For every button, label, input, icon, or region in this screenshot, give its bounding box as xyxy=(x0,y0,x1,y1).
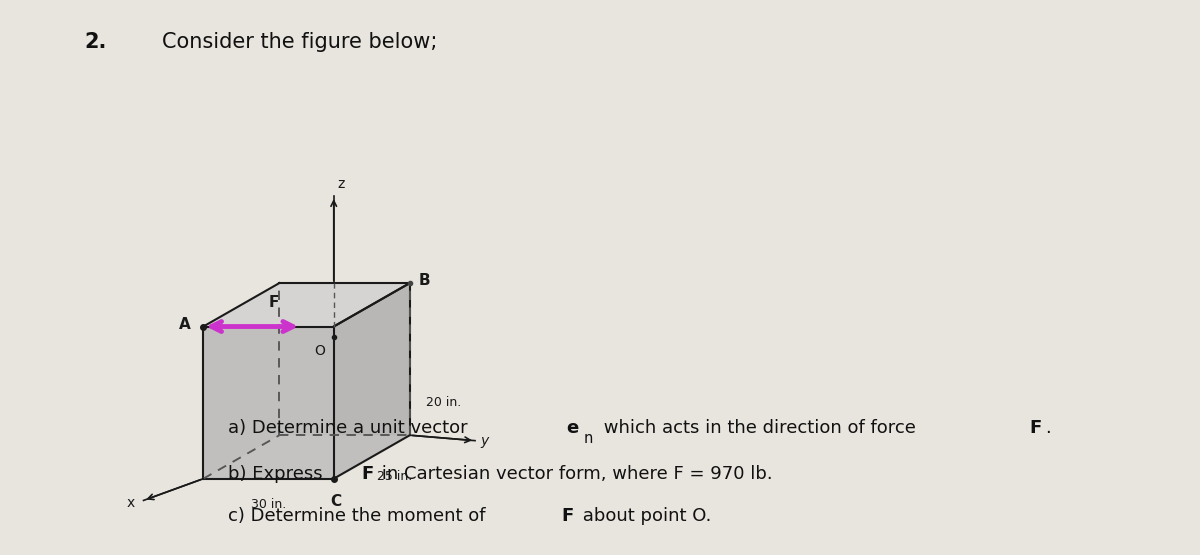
Polygon shape xyxy=(334,283,410,478)
Text: B: B xyxy=(419,274,430,289)
Text: about point O.: about point O. xyxy=(577,507,712,525)
Text: A: A xyxy=(179,317,191,332)
Text: b) Express: b) Express xyxy=(228,466,329,483)
Text: C: C xyxy=(330,494,342,509)
Text: in Cartesian vector form, where F = 970 lb.: in Cartesian vector form, where F = 970 … xyxy=(376,466,773,483)
Text: n: n xyxy=(583,431,593,446)
Polygon shape xyxy=(203,326,334,478)
Text: Consider the figure below;: Consider the figure below; xyxy=(162,32,437,52)
Text: .: . xyxy=(1045,420,1051,437)
Polygon shape xyxy=(203,435,410,478)
Polygon shape xyxy=(203,283,410,326)
Text: 30 in.: 30 in. xyxy=(251,498,286,511)
Text: F: F xyxy=(562,507,574,525)
Text: 2.: 2. xyxy=(84,32,107,52)
Text: a) Determine a unit vector: a) Determine a unit vector xyxy=(228,420,473,437)
Text: c) Determine the moment of: c) Determine the moment of xyxy=(228,507,491,525)
Text: 25 in.: 25 in. xyxy=(377,470,413,483)
Text: F: F xyxy=(269,295,280,310)
Text: which acts in the direction of force: which acts in the direction of force xyxy=(598,420,922,437)
Text: z: z xyxy=(337,176,344,191)
Text: F: F xyxy=(1030,420,1042,437)
Text: y: y xyxy=(480,433,488,448)
Text: e: e xyxy=(566,420,578,437)
Text: x: x xyxy=(126,496,134,509)
Text: 20 in.: 20 in. xyxy=(426,396,461,409)
Text: F: F xyxy=(361,466,373,483)
Text: O: O xyxy=(314,344,325,358)
